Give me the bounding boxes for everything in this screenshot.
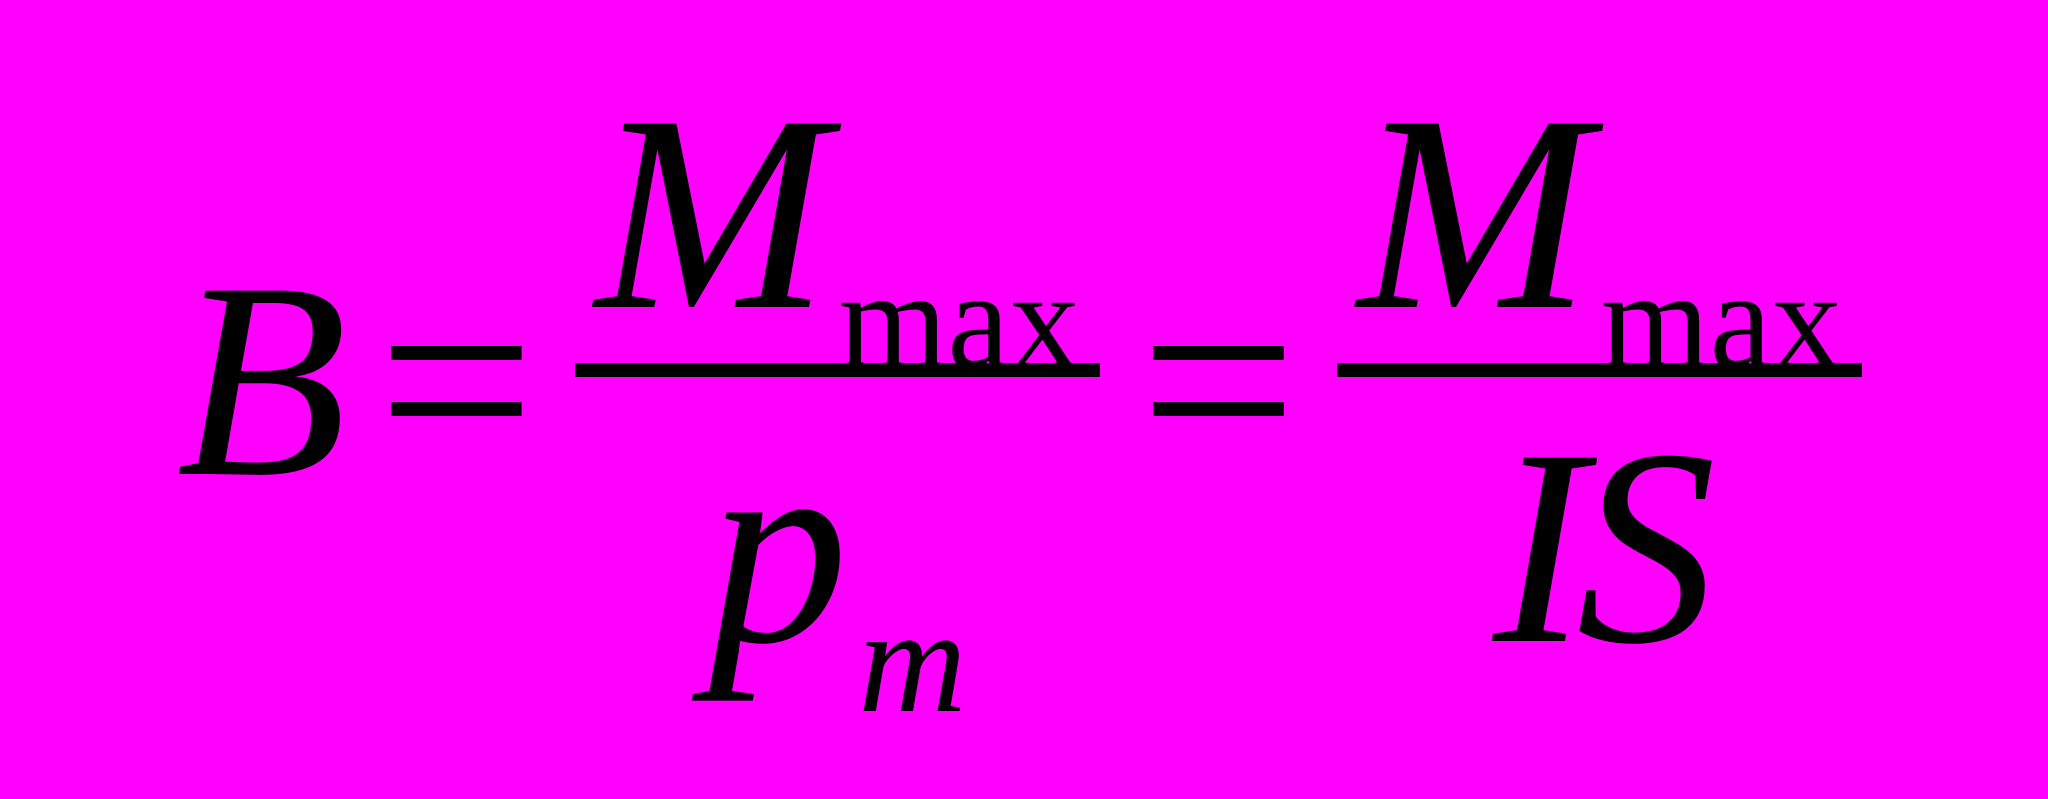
variable-p: p xyxy=(708,407,848,687)
equation-container: B = M max p m = M max IS xyxy=(176,73,1871,687)
fraction-1-numerator: M max xyxy=(575,73,1099,363)
variable-B: B xyxy=(176,240,347,520)
variable-IS: IS xyxy=(1493,407,1706,687)
subscript-max-2: max xyxy=(1591,251,1842,391)
fraction-2: M max IS xyxy=(1337,73,1861,687)
fraction-1: M max p m xyxy=(575,73,1099,687)
equals-sign-2: = xyxy=(1110,240,1328,520)
fraction-2-denominator: IS xyxy=(1473,377,1726,687)
equals-sign-1: = xyxy=(347,240,565,520)
variable-M-2: M xyxy=(1357,73,1590,353)
fraction-1-denominator: p m xyxy=(688,377,986,687)
subscript-m: m xyxy=(848,586,966,736)
subscript-max-1: max xyxy=(828,251,1079,391)
fraction-2-numerator: M max xyxy=(1337,73,1861,363)
variable-M-1: M xyxy=(595,73,828,353)
